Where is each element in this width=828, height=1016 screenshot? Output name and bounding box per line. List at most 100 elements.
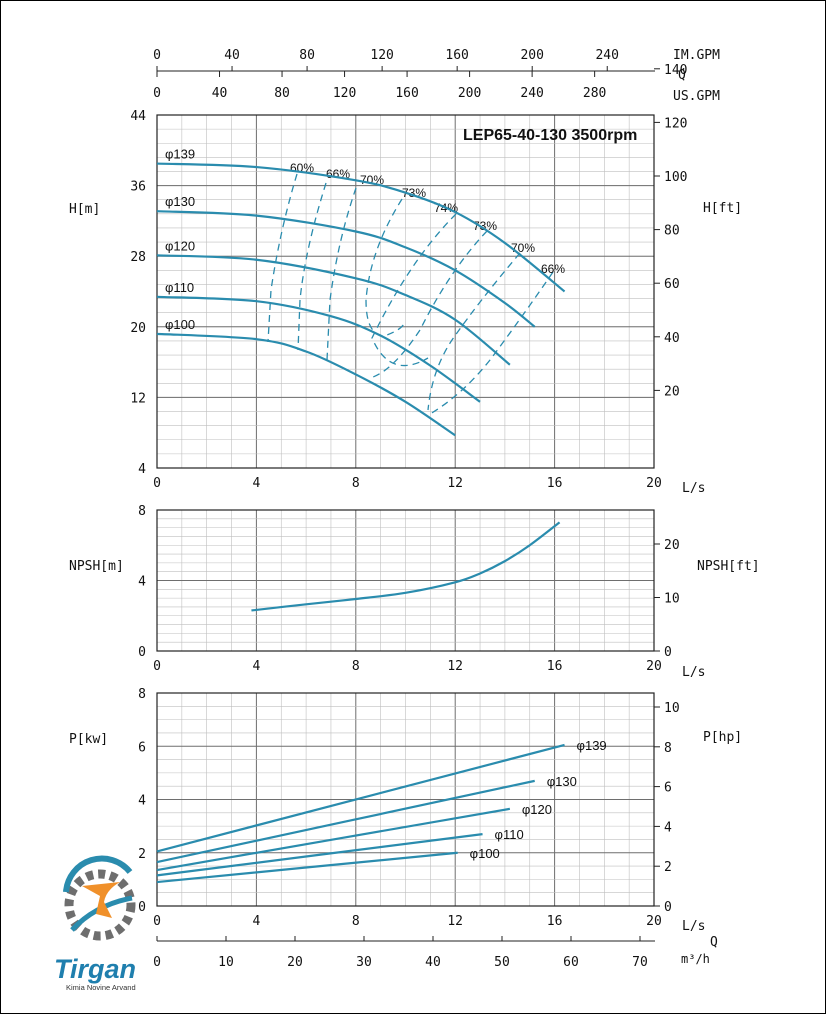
m3h-tick-label: 0 — [153, 955, 161, 970]
imgpm-tick-label: 40 — [224, 48, 240, 63]
x-tick-label: 12 — [447, 476, 463, 491]
imgpm-tick-label: 80 — [299, 48, 315, 63]
logo-name: Tirgan — [54, 954, 136, 984]
usgpm-tick-label: 200 — [458, 86, 481, 101]
series-curve-φ139 — [156, 162, 566, 293]
y-tick-label: 36 — [130, 180, 146, 195]
x-tick-label: 4 — [252, 914, 260, 929]
series-label: φ130 — [547, 774, 577, 789]
y-tick-label: 6 — [138, 740, 146, 755]
usgpm-tick-label: 40 — [212, 86, 228, 101]
series-curve-φ100 — [156, 332, 456, 437]
logo-arc-icon — [63, 855, 133, 893]
imgpm-tick-label: 0 — [153, 48, 161, 63]
x-tick-label: 0 — [153, 659, 161, 674]
right-tick-label: 10 — [664, 592, 680, 607]
flow-unit-axes: 0 40 80 120 160 200 240 0 40 80 120 160 200 240 280 I… — [153, 48, 720, 104]
right-tick-label: 10 — [664, 701, 680, 716]
series-curve-φ130 — [156, 779, 535, 864]
m3h-tick-label: 50 — [494, 955, 510, 970]
npsh-left-axis-label: NPSH[m] — [69, 559, 124, 574]
right-tick-label: 40 — [664, 331, 680, 346]
m3h-tick-label: 60 — [563, 955, 579, 970]
y-tick-label: 4 — [138, 794, 146, 809]
power-left-axis-label: P[kw] — [69, 732, 108, 747]
efficiency-isoline — [297, 182, 327, 351]
y-tick-label: 4 — [138, 462, 146, 477]
y-tick-label: 2 — [138, 847, 146, 862]
m3h-tick-label: 10 — [218, 955, 234, 970]
efficiency-isoline — [369, 230, 488, 379]
imgpm-label: IM.GPM — [673, 48, 720, 63]
series-label: φ139 — [577, 738, 607, 753]
right-tick-label: 80 — [664, 224, 680, 239]
series-label: φ139 — [165, 147, 195, 162]
right-tick-label: 4 — [664, 820, 672, 835]
right-tick-label: 100 — [664, 170, 687, 185]
x-tick-label: 0 — [153, 914, 161, 929]
imgpm-tick-label: 160 — [445, 48, 468, 63]
q-label-bottom: Q — [710, 935, 718, 950]
power-right-axis-label: P[hp] — [703, 730, 742, 745]
series-label: φ110 — [495, 827, 524, 842]
right-tick-label: 20 — [664, 384, 680, 399]
efficiency-isoline — [326, 187, 357, 361]
series-label: φ120 — [165, 238, 195, 253]
right-tick-label: 0 — [664, 900, 672, 915]
right-tick-label: 8 — [664, 741, 672, 756]
y-tick-label: 8 — [138, 504, 146, 519]
m3h-unit-label: m³/h — [681, 952, 710, 966]
series-curve-φ110 — [156, 833, 483, 877]
m3h-tick-label: 20 — [287, 955, 303, 970]
efficiency-isoline — [365, 198, 406, 337]
head-right-axis-label: H[ft] — [703, 201, 742, 216]
x-tick-label: 4 — [252, 659, 260, 674]
series-curve-φ139 — [156, 743, 565, 853]
series-label: φ130 — [165, 194, 195, 209]
x-tick-label: 12 — [447, 914, 463, 929]
y-tick-label: 0 — [138, 645, 146, 660]
x-tick-label: 0 — [153, 476, 161, 491]
x-tick-label: 8 — [352, 659, 360, 674]
x-tick-label: 20 — [646, 659, 662, 674]
efficiency-isoline — [267, 173, 298, 343]
series-curve-npsh — [251, 521, 561, 612]
right-tick-label: 0 — [664, 645, 672, 660]
m3h-axis: 0 10 20 30 40 50 60 70 Q m³/h — [153, 935, 718, 970]
x-tick-label: 16 — [547, 659, 563, 674]
y-tick-label: 0 — [138, 900, 146, 915]
usgpm-tick-label: 0 — [153, 86, 161, 101]
npsh-right-axis-label: NPSH[ft] — [697, 559, 760, 574]
npsh-plot-border — [156, 509, 655, 652]
efficiency-label: 70% — [511, 241, 535, 255]
q-label-top: Q — [678, 68, 686, 83]
npsh-x-axis-label: L/s — [682, 665, 705, 680]
series-curve-φ130 — [156, 210, 536, 328]
imgpm-tick-label: 120 — [370, 48, 393, 63]
x-tick-label: 8 — [352, 476, 360, 491]
right-tick-label: 140 — [664, 63, 687, 78]
x-tick-label: 12 — [447, 659, 463, 674]
y-tick-label: 44 — [130, 109, 146, 124]
series-curve-φ120 — [156, 254, 511, 366]
imgpm-tick-label: 200 — [520, 48, 543, 63]
usgpm-tick-label: 120 — [333, 86, 356, 101]
efficiency-isoline — [371, 213, 457, 367]
x-tick-label: 20 — [646, 914, 662, 929]
logo-t-mark-icon — [82, 882, 120, 918]
head-plot-border — [156, 114, 655, 469]
y-tick-label: 20 — [130, 321, 146, 336]
right-tick-label: 120 — [664, 116, 687, 131]
x-tick-label: 4 — [252, 476, 260, 491]
x-tick-label: 8 — [352, 914, 360, 929]
usgpm-tick-label: 160 — [395, 86, 418, 101]
y-tick-label: 4 — [138, 575, 146, 590]
series-curve-φ120 — [156, 807, 511, 872]
series-curve-φ100 — [156, 851, 458, 884]
y-tick-label: 12 — [130, 391, 146, 406]
